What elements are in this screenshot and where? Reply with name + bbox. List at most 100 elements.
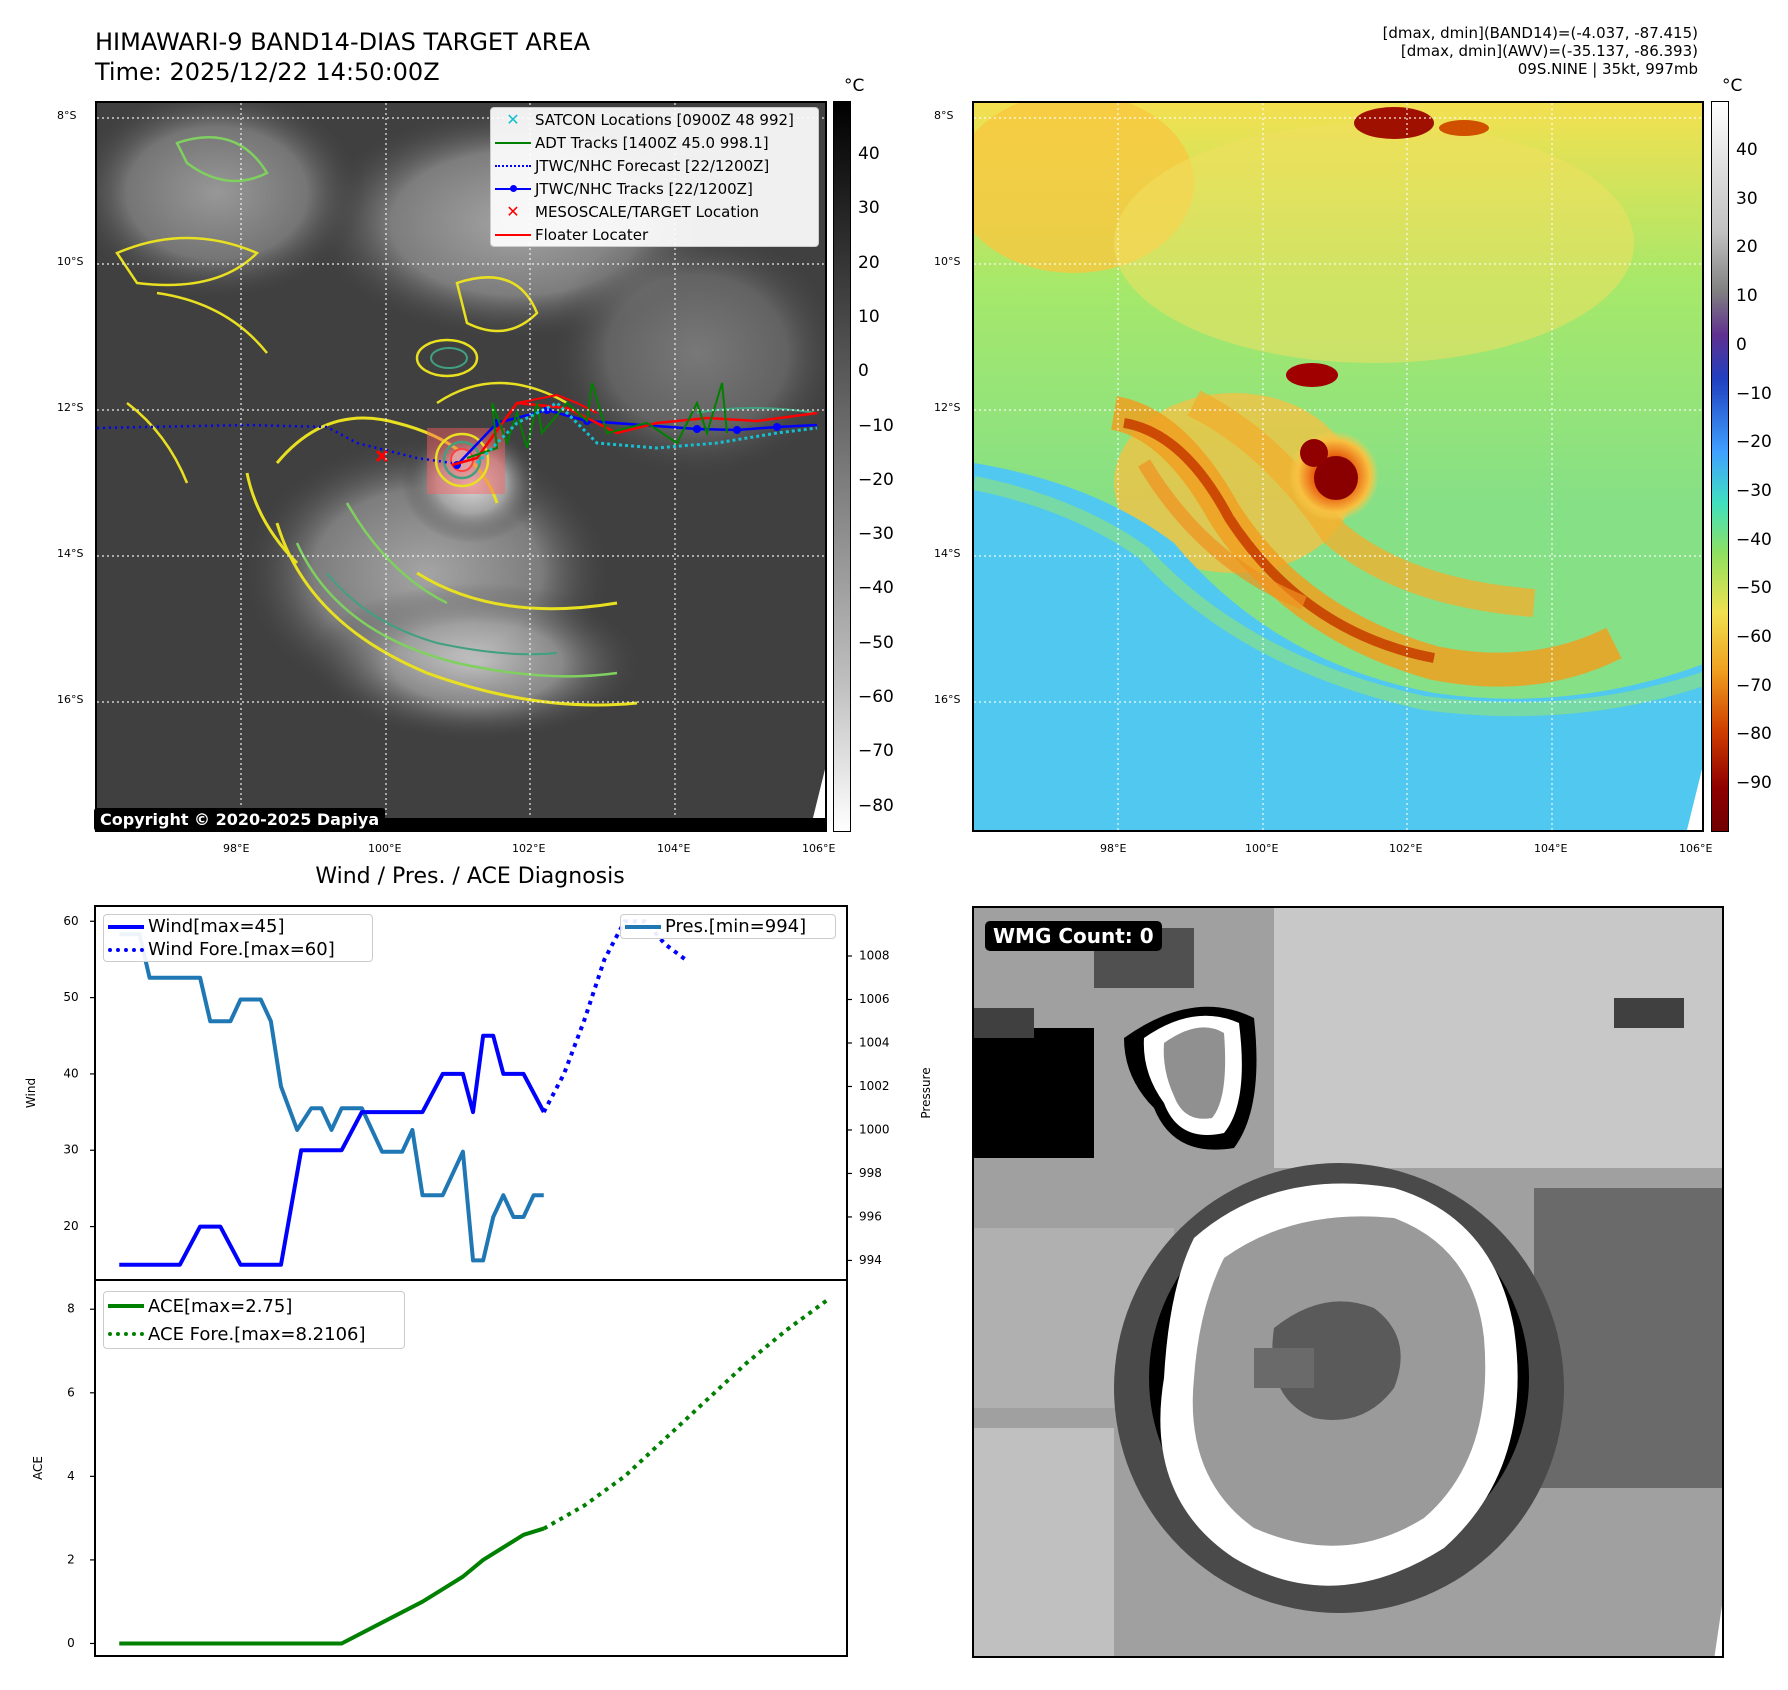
ir-legend-item: Floater Locater <box>491 223 818 246</box>
wind-series-line <box>119 1033 546 1267</box>
wmg-panel <box>972 906 1724 1658</box>
ace-forecast-series-line <box>542 1298 828 1531</box>
colorbar-tick-label: −70 <box>1736 675 1772 696</box>
colorbar-tick-label: 20 <box>1736 237 1758 258</box>
latitude-tick-label: 10°S <box>934 255 961 268</box>
awv-colorbar-unit: °C <box>1722 76 1743 96</box>
latitude-tick-label: 8°S <box>57 109 77 122</box>
colorbar-tick-label: 0 <box>1736 334 1747 355</box>
colorbar-tick-label: 30 <box>1736 188 1758 209</box>
ir-legend-item: JTWC/NHC Tracks [22/1200Z] <box>491 177 818 200</box>
latitude-tick-label: 8°S <box>934 109 954 122</box>
wind-axis-label: Wind <box>24 1078 38 1108</box>
latitude-tick-label: 10°S <box>57 255 84 268</box>
ace-axis-tick-label: 4 <box>67 1469 75 1483</box>
pressure-legend-item: Pres.[min=994] <box>621 915 835 938</box>
colorbar-tick-label: −90 <box>1736 773 1772 794</box>
latitude-tick-label: 16°S <box>57 693 84 706</box>
info-line-1: [dmax, dmin](BAND14)=(-4.037, -87.415) <box>1382 24 1698 42</box>
wind-axis-tick-label: 40 <box>63 1066 78 1080</box>
latitude-tick-label: 14°S <box>934 547 961 560</box>
colorbar-tick-label: 40 <box>1736 140 1758 160</box>
ace-legend-item: ACE[max=2.75] <box>104 1292 404 1320</box>
colorbar-tick-label: 40 <box>858 144 880 164</box>
colorbar-tick-label: −20 <box>1736 432 1772 453</box>
wind-forecast-legend-label: Wind Fore.[max=60] <box>148 939 335 960</box>
longitude-tick-label: 98°E <box>223 842 250 855</box>
wind-axis-tick-label: 50 <box>63 990 78 1004</box>
image-time: Time: 2025/12/22 14:50:00Z <box>95 58 440 86</box>
wmg-image <box>974 908 1722 1656</box>
colorbar-tick-label: −20 <box>858 469 894 490</box>
ir-legend-label: ADT Tracks [1400Z 45.0 998.1] <box>535 133 769 152</box>
colorbar-tick-label: −80 <box>858 795 894 816</box>
pressure-axis-tick-label: 998 <box>859 1166 882 1180</box>
awv-satellite-image <box>974 103 1702 830</box>
longitude-tick-label: 100°E <box>368 842 402 855</box>
wind-legend-item: Wind[max=45] <box>104 915 372 938</box>
ir-legend: ✕ SATCON Locations [0900Z 48 992] ADT Trac… <box>490 107 819 247</box>
ir-colorbar-unit: °C <box>844 76 865 96</box>
ir-legend-label: JTWC/NHC Forecast [22/1200Z] <box>535 156 770 175</box>
x-marker-icon: ✕ <box>506 110 520 129</box>
latitude-tick-label: 12°S <box>934 401 961 414</box>
solid-line-icon <box>491 233 535 236</box>
longitude-tick-label: 104°E <box>1534 842 1568 855</box>
colorbar-tick-label: −40 <box>858 578 894 599</box>
longitude-tick-label: 100°E <box>1245 842 1279 855</box>
pressure-axis-tick-label: 996 <box>859 1209 882 1223</box>
pressure-axis-tick-label: 1008 <box>859 949 890 963</box>
pressure-legend-label: Pres.[min=994] <box>665 916 807 937</box>
colorbar-tick-label: −60 <box>858 687 894 707</box>
longitude-tick-label: 98°E <box>1100 842 1127 855</box>
ace-axis-label: ACE <box>31 1456 45 1480</box>
ace-axis-tick-label: 0 <box>67 1636 75 1650</box>
info-block: [dmax, dmin](BAND14)=(-4.037, -87.415) [… <box>1383 24 1698 78</box>
ir-legend-item: JTWC/NHC Forecast [22/1200Z] <box>491 154 818 177</box>
info-line-2: [dmax, dmin](AWV)=(-35.137, -86.393) <box>1400 42 1698 60</box>
colorbar-tick-label: 20 <box>858 252 880 273</box>
info-line-3: 09S.NINE | 35kt, 997mb <box>1517 60 1698 78</box>
longitude-tick-label: 104°E <box>657 842 691 855</box>
ir-legend-item: ADT Tracks [1400Z 45.0 998.1] <box>491 131 818 154</box>
colorbar-tick-label: −10 <box>858 415 894 436</box>
ir-legend-item: ✕ MESOSCALE/TARGET Location <box>491 200 818 223</box>
copyright-label: Copyright © 2020-2025 Dapiya <box>94 808 386 831</box>
ace-legend-label: ACE[max=2.75] <box>148 1295 293 1317</box>
pressure-axis-tick-label: 1004 <box>859 1035 890 1049</box>
colorbar-tick-label: −30 <box>858 524 894 545</box>
pressure-legend: Pres.[min=994] <box>620 914 836 939</box>
ir-legend-item: ✕ SATCON Locations [0900Z 48 992] <box>491 108 818 131</box>
x-marker-icon: ✕ <box>506 202 520 221</box>
colorbar-tick-label: −50 <box>858 632 894 653</box>
wind-forecast-series-line <box>542 919 687 1114</box>
colorbar-tick-label: −30 <box>1736 480 1772 501</box>
colorbar-tick-label: 0 <box>858 361 869 382</box>
wmg-count-label: WMG Count: 0 <box>985 921 1162 951</box>
pressure-series-line <box>119 932 544 1263</box>
pressure-axis-tick-label: 1006 <box>859 992 890 1006</box>
wind-legend-label: Wind[max=45] <box>148 916 285 937</box>
longitude-tick-label: 102°E <box>512 842 546 855</box>
wind-axis-tick-label: 60 <box>63 914 78 928</box>
colorbar-tick-label: −80 <box>1736 724 1772 745</box>
wind-axis-tick-label: 20 <box>63 1219 78 1233</box>
ir-legend-label: SATCON Locations [0900Z 48 992] <box>535 110 794 129</box>
pressure-axis-tick-label: 1000 <box>859 1122 890 1136</box>
wind-axis-tick-label: 30 <box>63 1143 78 1157</box>
solid-line-icon <box>491 141 535 144</box>
ir-legend-label: MESOSCALE/TARGET Location <box>535 202 760 221</box>
ace-legend: ACE[max=2.75] ACE Fore.[max=8.2106] <box>103 1291 405 1349</box>
line-dot-icon <box>491 184 535 193</box>
colorbar-tick-label: 10 <box>1736 286 1758 307</box>
ace-forecast-legend-label: ACE Fore.[max=8.2106] <box>148 1323 366 1345</box>
longitude-tick-label: 106°E <box>802 842 836 855</box>
dotted-line-icon <box>491 164 535 167</box>
diagnosis-title: Wind / Pres. / ACE Diagnosis <box>315 864 625 889</box>
awv-satellite-panel <box>972 101 1704 832</box>
longitude-tick-label: 102°E <box>1389 842 1423 855</box>
ace-axes-frame <box>94 1279 848 1657</box>
colorbar-tick-label: −50 <box>1736 578 1772 599</box>
ace-axis-tick-label: 6 <box>67 1385 75 1399</box>
ir-legend-label: Floater Locater <box>535 225 649 244</box>
